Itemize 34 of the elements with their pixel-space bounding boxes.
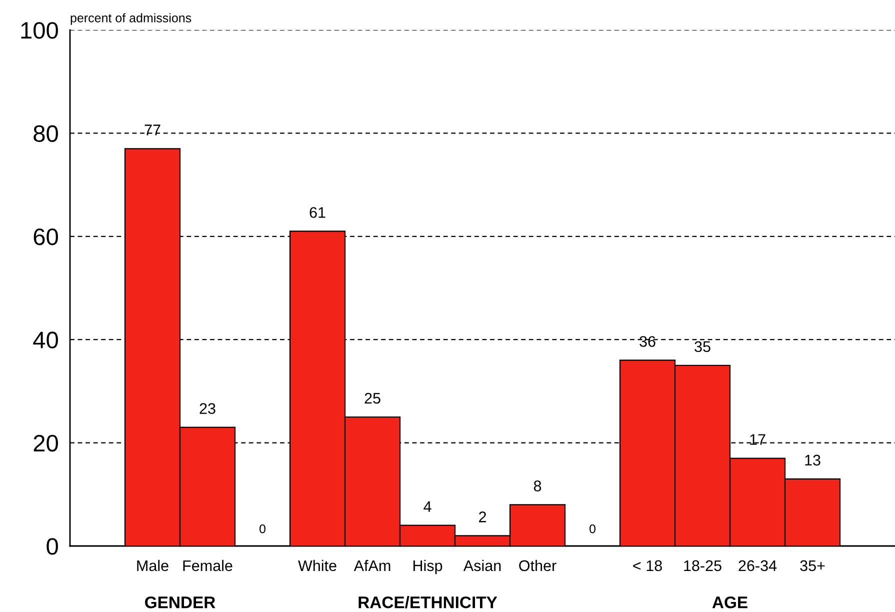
x-tick-label: White <box>298 560 336 572</box>
y-axis-title: percent of admissions <box>70 13 192 25</box>
data-label: 2 <box>479 512 486 522</box>
x-tick-label: Female <box>183 560 232 572</box>
y-tick-label: 80 <box>34 125 58 142</box>
data-label: 13 <box>805 454 820 466</box>
data-label: 77 <box>144 124 160 136</box>
x-tick-label: 26-34 <box>738 560 777 572</box>
text: RACE/ETHNICITY <box>358 596 498 608</box>
x-tick-label: Hisp <box>413 560 442 574</box>
x-tick-label: < 18 <box>633 560 662 572</box>
x-tick-label: AfAm <box>354 560 390 571</box>
data-label: 23 <box>200 403 216 414</box>
x-tick-label: Male <box>137 560 168 572</box>
data-label: 61 <box>310 207 326 218</box>
y-tick-label: 0 <box>46 538 58 555</box>
data-label: 4 <box>424 501 432 512</box>
data-label: 36 <box>640 336 656 347</box>
x-tick-label: Asian <box>463 560 501 572</box>
data-label: 8 <box>534 480 542 492</box>
text: AGE <box>712 596 748 608</box>
x-tick-label: 35+ <box>800 560 825 572</box>
data-label: 25 <box>364 392 380 404</box>
x-tick-label: 18-25 <box>684 560 722 572</box>
y-tick-label: 40 <box>33 332 58 348</box>
text: GENDER <box>145 596 216 608</box>
data-label: 0 <box>590 524 596 534</box>
data-label: 35 <box>694 341 710 352</box>
y-tick-label: 60 <box>34 228 58 246</box>
data-label: 17 <box>750 434 766 445</box>
y-tick-label: 100 <box>21 22 58 39</box>
x-tick-label: Other <box>519 560 556 572</box>
data-label: 0 <box>260 524 266 534</box>
y-tick-label: 20 <box>34 434 58 452</box>
